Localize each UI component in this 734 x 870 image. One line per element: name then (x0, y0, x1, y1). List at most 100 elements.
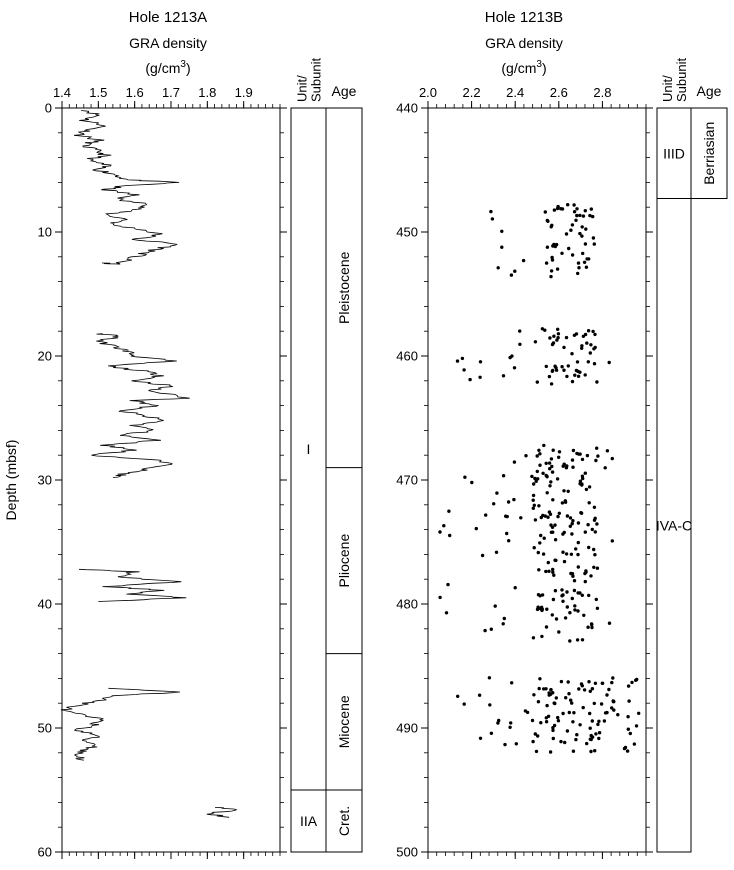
data-point (610, 539, 614, 543)
data-point (583, 530, 587, 534)
data-point (477, 693, 482, 697)
y-tick-label: 50 (38, 721, 52, 736)
data-point (590, 527, 594, 532)
y-tick-label: 440 (396, 101, 418, 116)
data-point (583, 373, 587, 377)
age-column (325, 107, 363, 853)
data-point (468, 377, 472, 382)
x-tick-label: 2.2 (463, 85, 481, 100)
data-point (551, 341, 556, 345)
data-point (547, 461, 552, 465)
data-point (560, 588, 564, 592)
data-point (582, 260, 587, 264)
data-point (589, 574, 593, 578)
data-point (565, 374, 569, 379)
data-point (551, 570, 555, 574)
data-point (542, 536, 546, 540)
data-point (534, 479, 538, 483)
data-point (447, 509, 451, 513)
data-point (590, 625, 594, 630)
data-point (583, 579, 587, 584)
age-label: Pleistocene (336, 251, 352, 324)
data-point (627, 699, 631, 703)
data-point (538, 541, 542, 545)
data-point (587, 680, 591, 684)
unit-label: I (307, 441, 311, 457)
hole-1213a-panel: Hole 1213A GRA density (g/cm3) Depth (mb… (3, 9, 363, 860)
age-label: Pliocene (336, 534, 352, 588)
data-point (562, 462, 566, 466)
unit-label: IVA-C (656, 517, 692, 533)
data-point (595, 566, 600, 570)
data-point (564, 466, 569, 470)
data-point (562, 368, 566, 372)
y-tick-label: 40 (38, 597, 52, 612)
data-point (589, 207, 593, 211)
data-point (587, 593, 591, 598)
data-point (503, 742, 507, 747)
data-point (570, 458, 575, 462)
data-point (544, 261, 549, 265)
data-point (588, 213, 592, 218)
data-point (546, 560, 550, 565)
data-point (635, 677, 639, 682)
data-point (530, 474, 534, 479)
data-point (588, 351, 592, 355)
data-point (480, 553, 485, 558)
data-point (566, 680, 570, 684)
data-point (596, 722, 600, 727)
data-point (565, 514, 570, 518)
data-point (597, 731, 602, 735)
data-point (634, 724, 639, 728)
data-point (548, 467, 552, 471)
data-point (501, 474, 506, 478)
data-point (602, 719, 607, 723)
hole-1213b-panel: Hole 1213B GRA density (g/cm3) 2.0 2.2 2.4… (396, 9, 728, 860)
data-point (489, 627, 493, 631)
data-point (628, 731, 632, 736)
data-point (587, 485, 592, 489)
data-point (533, 518, 538, 522)
data-point (530, 718, 535, 723)
data-point (573, 608, 577, 612)
data-point (566, 489, 570, 493)
x-tick-label: 1.4 (53, 85, 71, 100)
data-point (592, 701, 596, 706)
data-point (580, 344, 584, 348)
data-point (591, 236, 596, 240)
data-point (564, 696, 568, 700)
data-point (575, 360, 580, 364)
data-point (592, 242, 596, 246)
data-point (559, 739, 563, 744)
data-point (593, 530, 597, 534)
data-point (599, 702, 604, 706)
data-point (588, 737, 592, 741)
data-point (550, 464, 554, 469)
data-point (588, 726, 592, 730)
data-point (548, 484, 552, 488)
data-point (573, 373, 577, 377)
data-point (531, 636, 536, 640)
data-point (542, 443, 546, 448)
data-point (574, 547, 578, 551)
data-point (607, 360, 611, 365)
data-point (570, 253, 575, 257)
data-point (626, 727, 630, 731)
data-point (448, 533, 452, 538)
data-point (546, 714, 551, 718)
data-point (496, 721, 500, 725)
data-point (597, 719, 601, 723)
data-point (569, 552, 574, 556)
data-point (590, 687, 595, 691)
data-point (551, 597, 556, 602)
data-point (556, 514, 560, 519)
right-title: Hole 1213B (485, 9, 563, 26)
gra-density-trace (206, 807, 238, 818)
y-tick-label: 20 (38, 349, 52, 364)
data-point (557, 511, 561, 515)
data-point (567, 692, 571, 696)
data-point (566, 364, 570, 368)
data-point (584, 227, 588, 231)
data-point (605, 449, 610, 453)
data-point (603, 466, 607, 470)
